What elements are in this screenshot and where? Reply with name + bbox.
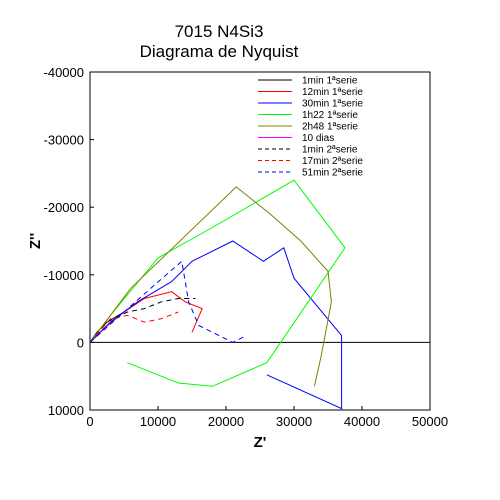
series-line-4 <box>89 186 332 387</box>
y-tick-label: -40000 <box>44 65 84 80</box>
x-axis-label: Z' <box>254 434 267 451</box>
legend-label: 1min 1ªserie <box>302 76 358 87</box>
y-tick-label: -30000 <box>44 133 84 148</box>
y-tick-label: 0 <box>77 335 84 350</box>
x-tick-label: 10000 <box>140 414 176 429</box>
legend-label: 1h22 1ªserie <box>302 110 358 121</box>
series-line-6 <box>89 298 196 343</box>
x-tick-label: 50000 <box>412 414 448 429</box>
x-tick-label: 30000 <box>276 414 312 429</box>
series-line-1 <box>89 291 203 343</box>
x-tick-label: 0 <box>86 414 93 429</box>
legend-label: 51min 2ªserie <box>302 168 363 179</box>
series-line-2 <box>89 240 343 410</box>
y-tick-label: 10000 <box>48 403 84 418</box>
legend-label: 17min 2ªserie <box>302 156 363 167</box>
legend-label: 30min 1ªserie <box>302 99 363 110</box>
x-tick-label: 20000 <box>208 414 244 429</box>
legend-label: 12min 1ªserie <box>302 87 363 98</box>
chart-subtitle: Diagrama de Nyquist <box>140 42 299 61</box>
series-line-7 <box>89 311 179 343</box>
plot-area <box>89 71 431 411</box>
legend-label: 1min 2ªserie <box>302 145 358 156</box>
series-line-8 <box>89 260 247 343</box>
legend-label: 10 dias <box>302 133 334 144</box>
x-tick-label: 40000 <box>344 414 380 429</box>
legend-label: 2h48 1ªserie <box>302 122 358 133</box>
y-tick-label: -20000 <box>44 200 84 215</box>
y-tick-label: -10000 <box>44 268 84 283</box>
chart-title: 7015 N4Si3 <box>175 22 264 41</box>
y-axis-label: Z'' <box>27 233 44 249</box>
series-line-3 <box>89 179 346 387</box>
